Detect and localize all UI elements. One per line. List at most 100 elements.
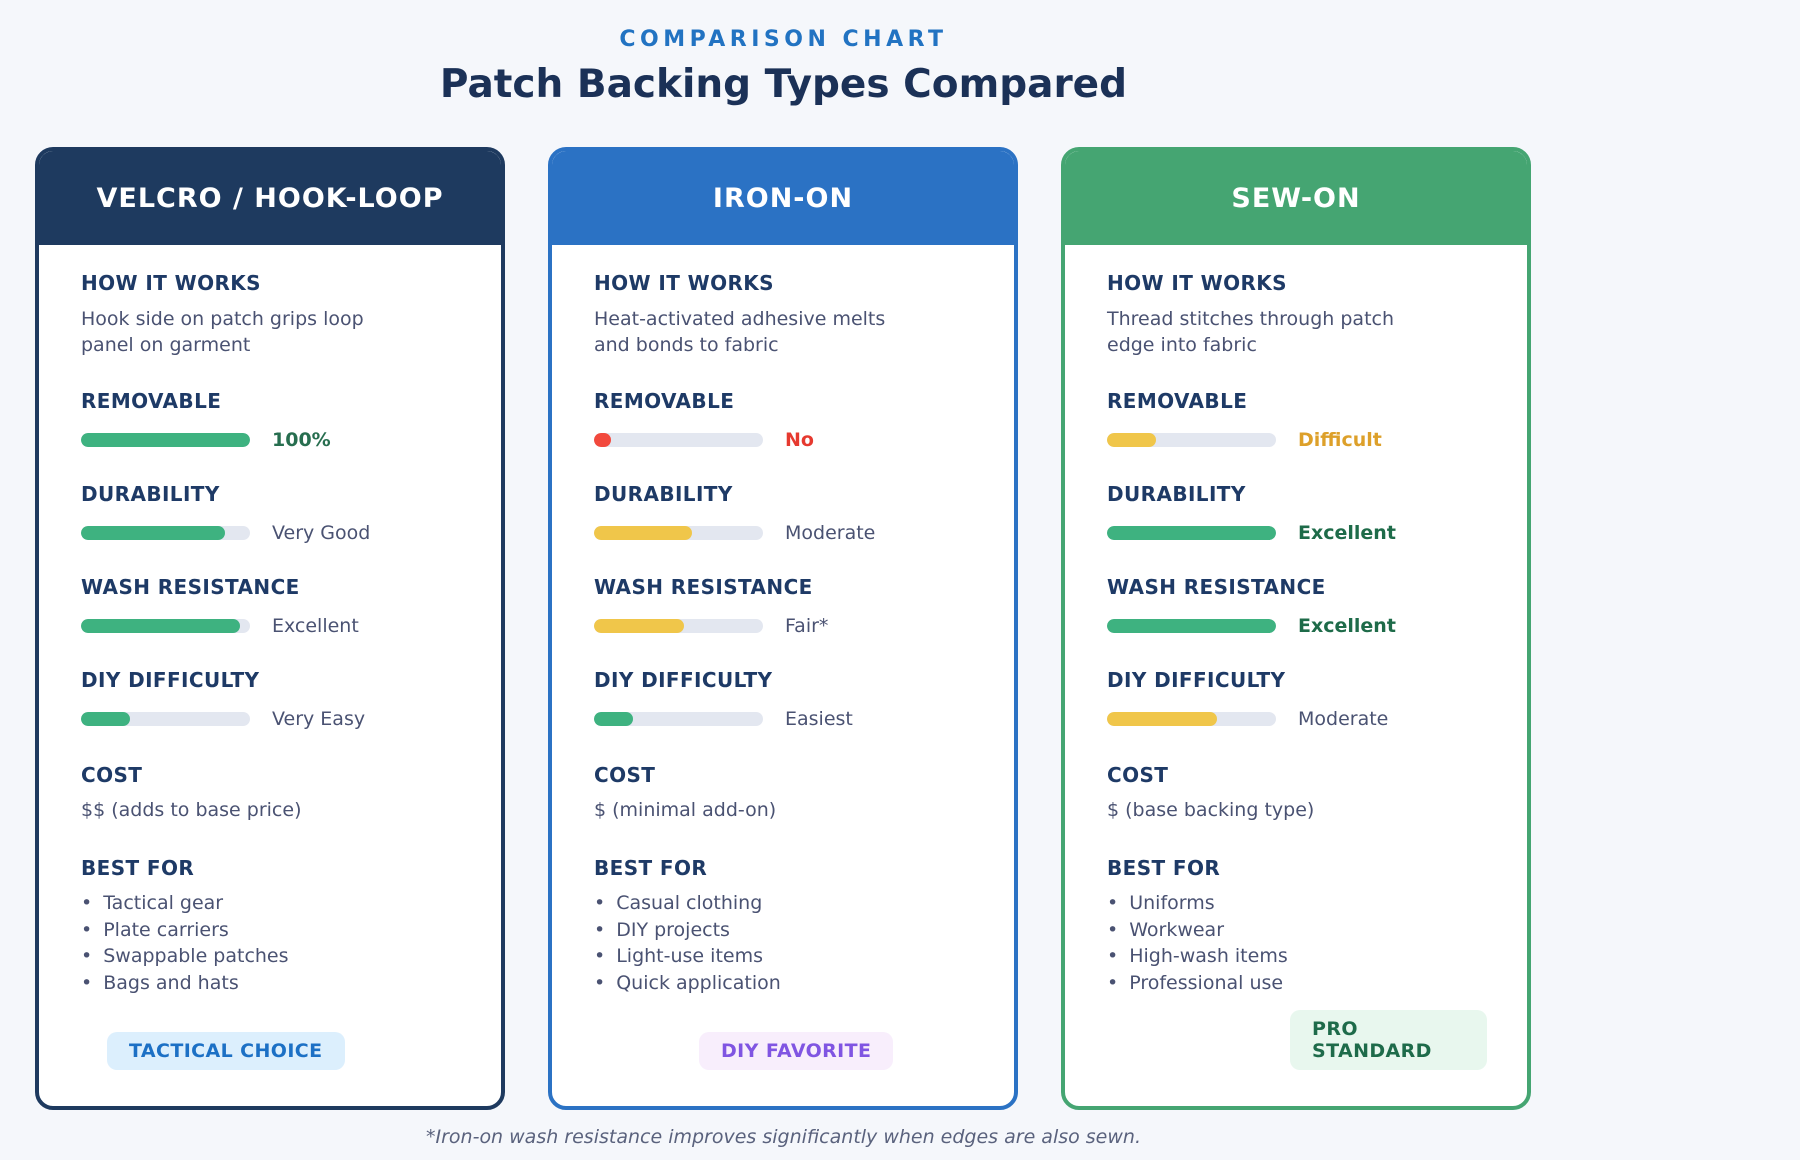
progress-bar-fill [594, 619, 684, 633]
how-it-works-text: Thread stitches through patch edge into … [1107, 308, 1395, 356]
card-sew-on-body: HOW IT WORKS Thread stitches through pat… [1065, 245, 1527, 1106]
metric-label: WASH RESISTANCE [81, 575, 300, 599]
metric-diy-difficulty: DIY DIFFICULTY Very Easy [81, 668, 461, 730]
metric-value: 100% [272, 429, 331, 451]
progress-bar-fill [1107, 712, 1217, 726]
card-iron-on-body: HOW IT WORKS Heat-activated adhesive mel… [552, 245, 1014, 1106]
metric-label: DIY DIFFICULTY [81, 668, 260, 692]
cost-value: $ (base backing type) [1107, 799, 1315, 821]
metric-label: DURABILITY [594, 482, 733, 506]
metric-value: Easiest [785, 708, 853, 730]
metric-value: Excellent [1298, 522, 1396, 544]
metric-value: Fair* [785, 615, 829, 637]
status-badge: TACTICAL CHOICE [107, 1032, 345, 1070]
section-heading: BEST FOR [594, 856, 708, 880]
badge-row: DIY FAVORITE [699, 1032, 974, 1070]
list-item: Casual clothing [594, 890, 974, 917]
metric-wash-resistance: WASH RESISTANCE Excellent [1107, 575, 1487, 637]
metric-label: REMOVABLE [1107, 389, 1248, 413]
status-badge: PRO STANDARD [1290, 1010, 1487, 1070]
how-it-works-text: Heat-activated adhesive melts and bonds … [594, 308, 886, 356]
card-iron-on: IRON-ON HOW IT WORKS Heat-activated adhe… [548, 147, 1018, 1110]
metric-diy-difficulty: DIY DIFFICULTY Moderate [1107, 668, 1487, 730]
progress-bar-fill [81, 712, 130, 726]
section-cost: COST $ (minimal add-on) [594, 763, 974, 821]
list-item: DIY projects [594, 917, 974, 944]
metric-label: WASH RESISTANCE [594, 575, 813, 599]
list-item: Bags and hats [81, 970, 461, 997]
card-velcro: VELCRO / HOOK-LOOP HOW IT WORKS Hook sid… [35, 147, 505, 1110]
section-how-it-works: HOW IT WORKS Heat-activated adhesive mel… [594, 271, 974, 358]
metric-durability: DURABILITY Very Good [81, 482, 461, 544]
list-item: Light-use items [594, 943, 974, 970]
card-sew-on-title: SEW-ON [1065, 151, 1527, 245]
progress-bar-track [81, 433, 250, 447]
progress-bar-track [594, 619, 763, 633]
progress-bar-fill [1107, 526, 1276, 540]
progress-bar-fill [1107, 433, 1156, 447]
progress-bar-fill [594, 712, 633, 726]
metric-value: Moderate [1298, 708, 1389, 730]
section-best-for: BEST FOR Uniforms Workwear High-wash ite… [1107, 856, 1487, 996]
card-velcro-title: VELCRO / HOOK-LOOP [39, 151, 501, 245]
metric-value: Moderate [785, 522, 876, 544]
section-best-for: BEST FOR Casual clothing DIY projects Li… [594, 856, 974, 996]
metric-removable: REMOVABLE No [594, 389, 974, 451]
section-heading: BEST FOR [81, 856, 195, 880]
badge-row: PRO STANDARD [1290, 1010, 1487, 1070]
card-iron-on-title: IRON-ON [552, 151, 1014, 245]
section-how-it-works: HOW IT WORKS Hook side on patch grips lo… [81, 271, 461, 358]
progress-bar-fill [594, 433, 611, 447]
progress-bar-track [81, 526, 250, 540]
progress-bar-fill [81, 433, 250, 447]
metric-value: Very Good [272, 522, 371, 544]
progress-bar-track [594, 433, 763, 447]
section-heading: COST [594, 763, 656, 787]
section-heading: BEST FOR [1107, 856, 1221, 880]
list-item: Uniforms [1107, 890, 1487, 917]
metric-value: Very Easy [272, 708, 366, 730]
progress-bar-fill [594, 526, 693, 540]
metric-value: Excellent [1298, 615, 1396, 637]
progress-bar-track [81, 712, 250, 726]
metric-wash-resistance: WASH RESISTANCE Excellent [81, 575, 461, 637]
section-cost: COST $$ (adds to base price) [81, 763, 461, 821]
list-item: Plate carriers [81, 917, 461, 944]
section-heading: COST [81, 763, 143, 787]
list-item: High-wash items [1107, 943, 1487, 970]
comparison-cards: VELCRO / HOOK-LOOP HOW IT WORKS Hook sid… [35, 147, 1532, 1110]
progress-bar-track [1107, 712, 1276, 726]
page-title: Patch Backing Types Compared [439, 62, 1128, 107]
metric-label: REMOVABLE [594, 389, 735, 413]
infographic: COMPARISON CHART Patch Backing Types Com… [35, 0, 1532, 1148]
metric-label: DIY DIFFICULTY [1107, 668, 1286, 692]
best-for-list: Uniforms Workwear High-wash items Profes… [1107, 890, 1487, 996]
metric-label: DURABILITY [1107, 482, 1246, 506]
card-sew-on: SEW-ON HOW IT WORKS Thread stitches thro… [1061, 147, 1531, 1110]
section-heading: COST [1107, 763, 1169, 787]
metric-removable: REMOVABLE Difficult [1107, 389, 1487, 451]
list-item: Workwear [1107, 917, 1487, 944]
how-it-works-text: Hook side on patch grips loop panel on g… [81, 308, 364, 356]
metric-diy-difficulty: DIY DIFFICULTY Easiest [594, 668, 974, 730]
progress-bar-track [1107, 619, 1276, 633]
metric-value: No [785, 429, 814, 451]
metric-label: DIY DIFFICULTY [594, 668, 773, 692]
status-badge: DIY FAVORITE [699, 1032, 894, 1070]
metric-wash-resistance: WASH RESISTANCE Fair* [594, 575, 974, 637]
progress-bar-track [81, 619, 250, 633]
progress-bar-track [1107, 433, 1276, 447]
footnote: *Iron-on wash resistance improves signif… [426, 1126, 1141, 1148]
metric-value: Difficult [1298, 429, 1382, 451]
progress-bar-fill [81, 619, 240, 633]
list-item: Tactical gear [81, 890, 461, 917]
eyebrow-label: COMPARISON CHART [619, 27, 948, 52]
section-best-for: BEST FOR Tactical gear Plate carriers Sw… [81, 856, 461, 996]
list-item: Swappable patches [81, 943, 461, 970]
section-heading: HOW IT WORKS [1107, 271, 1287, 295]
badge-row: TACTICAL CHOICE [107, 1032, 461, 1070]
section-heading: HOW IT WORKS [81, 271, 261, 295]
section-how-it-works: HOW IT WORKS Thread stitches through pat… [1107, 271, 1487, 358]
best-for-list: Tactical gear Plate carriers Swappable p… [81, 890, 461, 996]
progress-bar-track [594, 526, 763, 540]
